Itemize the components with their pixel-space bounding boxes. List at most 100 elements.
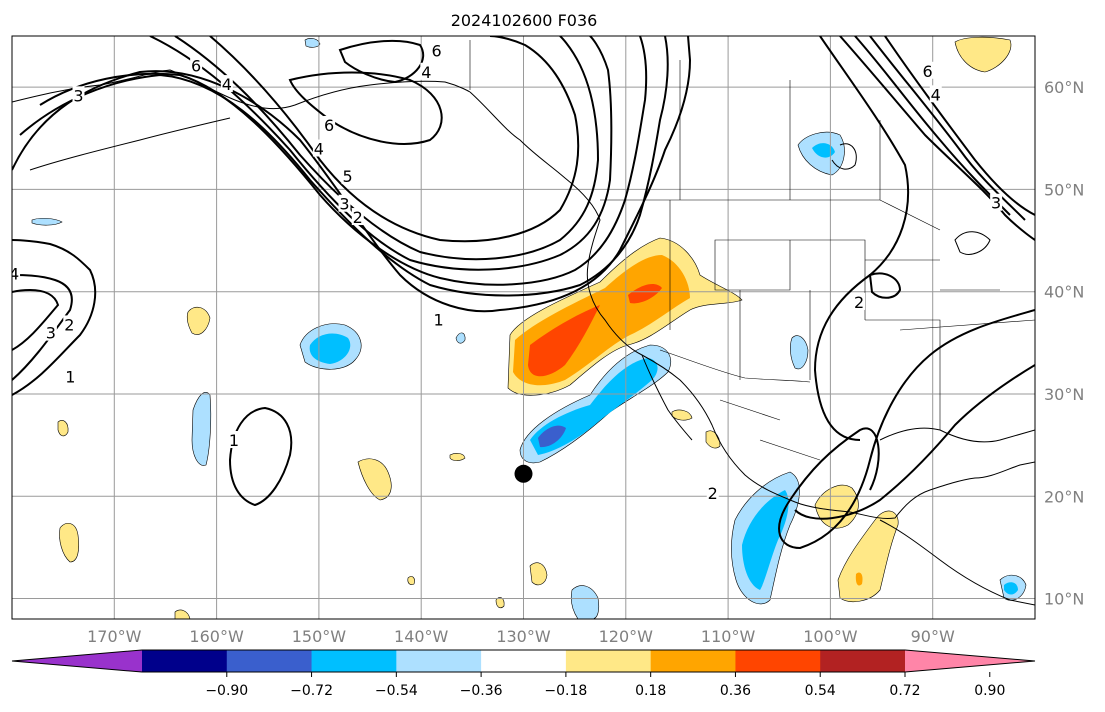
contour-label: 4 [931,85,941,104]
negative-anomaly-dark [538,425,566,448]
contour-label: 2 [854,293,864,312]
contour-label-bg [432,310,445,328]
border-us-states [669,200,1035,430]
gridlines [12,36,1035,619]
contour-label-bg [72,86,85,104]
contour-label: 4 [421,63,431,82]
lon-tick-label: 150°W [292,627,347,646]
coastline-gulf [879,427,1035,443]
map-frame [11,35,1036,620]
contour-label-bg [190,56,203,74]
coastline-hudson [831,143,857,170]
colorbar-tick-label: 0.90 [974,683,1005,699]
lat-tick-label: 60°N [1044,78,1084,97]
contour-label: 3 [991,194,1001,213]
contour-label: 4 [314,140,324,159]
negative-anomaly-patch [570,585,600,619]
contour-5 [854,36,1011,216]
positive-anomaly-red [528,305,600,377]
contour-label: 6 [431,41,441,60]
positive-anomaly-patch [59,522,80,563]
positive-anomaly-patch [357,458,392,501]
colorbar-tick-label: 0.36 [720,683,751,699]
colorbar-segment [481,650,567,672]
colorbar-tick-label: −0.90 [205,683,248,699]
colorbar [11,649,1036,673]
contour-1 [794,364,1035,520]
colorbar-extend-low [12,650,142,672]
lon-tick-label: 170°W [87,627,142,646]
lon-tick-label: 160°W [189,627,244,646]
contour-5 [174,36,600,261]
border-mexico-states [719,399,821,461]
contour-label-bg [63,315,76,333]
positive-anomaly-patch [57,420,69,437]
lon-tick-label: 90°W [911,627,955,646]
lat-tick-label: 20°N [1044,487,1084,506]
contour-label: 2 [353,208,363,227]
lon-tick-label: 100°W [803,627,858,646]
contour-label-bg [12,264,21,282]
colorbar-extend-high [905,650,1035,672]
negative-anomaly-pacific-blue [309,333,351,364]
negative-anomaly-patch-core [1004,582,1018,595]
contour-label: 3 [46,324,56,343]
contour-label: 6 [191,57,201,76]
contour-label-bg [341,167,354,185]
contour-label-bg [220,75,233,93]
colorbar-tick-label: 0.54 [805,683,836,699]
contour-label-bg [323,115,336,133]
positive-anomaly-patch-core [855,572,863,586]
political-borders [469,40,1035,461]
map-title: 2024102600 F036 [451,11,598,30]
positive-anomaly-patch [174,609,191,619]
contour-2 [813,36,909,441]
coastline-aleutians [29,117,231,171]
longitude-tick-labels: 170°W 160°W 150°W 140°W 130°W 120°W 110°W 100°W… [87,627,955,646]
lat-tick-label: 30°N [1044,385,1084,404]
contour-4 [288,71,443,145]
contour-label: 1 [65,368,75,387]
contour-label: 4 [9,264,19,283]
positive-anomaly-patch [954,36,1012,73]
contour-label: 1 [229,431,239,450]
colorbar-tick-label: 0.18 [635,683,666,699]
contour-label-bg [44,323,57,341]
negative-anomaly-patch [455,332,466,344]
contour-label-bg [338,194,351,212]
border-us-mexico [659,349,811,383]
contour-1 [228,406,293,507]
positive-anomaly-patch [186,306,211,335]
contour-label-bg [420,62,433,80]
lon-tick-label: 110°W [701,627,756,646]
colorbar-segment [226,650,313,672]
contour-4 [149,36,613,271]
contour-label: 2 [64,315,74,334]
contour-label-bg [990,193,1003,211]
contour-label: 5 [342,167,352,186]
positive-anomaly-patch [407,576,415,585]
colorbar-tick-label: −0.54 [375,683,418,699]
negative-anomaly-patch [790,335,809,370]
contour-label: 2 [708,484,718,503]
contour-label-bg [929,85,942,103]
contour-label-bg [351,208,364,226]
lat-tick-label: 40°N [1044,283,1084,302]
colorbar-segment [142,650,228,672]
border-canada-provinces [679,60,881,200]
contour-label-bg [430,41,443,59]
coastline-baja [641,354,693,441]
colorbar-labels: −0.90 −0.72 −0.54 −0.36 −0.18 0.18 0.36 0.54 0.7… [205,672,1005,699]
contour-label-bg [706,484,719,502]
negative-anomaly-patch [191,391,212,466]
contour-label: 1 [433,310,443,329]
contour-label-bg [64,367,77,385]
lon-tick-label: 130°W [496,627,551,646]
colorbar-tick-label: −0.18 [544,683,587,699]
coastline-central-america [879,519,1035,606]
colorbar-segment [650,650,736,672]
lat-tick-label: 10°N [1044,590,1084,609]
